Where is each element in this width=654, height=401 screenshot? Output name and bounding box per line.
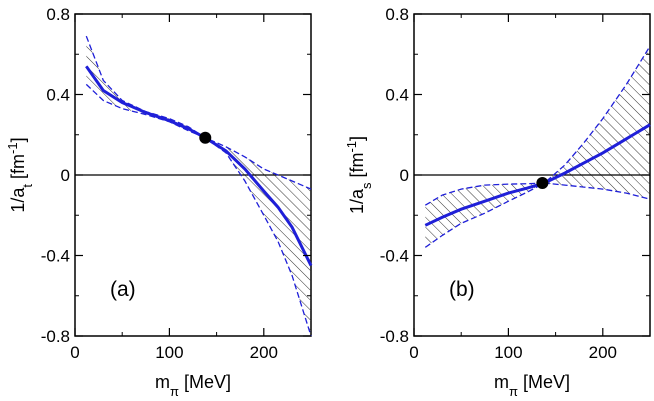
uncertainty-band (425, 46, 650, 248)
y-tick-label: 0.4 (385, 86, 409, 105)
panel-label: (b) (449, 278, 475, 301)
band-lower-line (424, 182, 651, 248)
y-tick-label: 0.8 (385, 5, 409, 24)
y-tick-label: -0.4 (380, 247, 409, 266)
x-tick-label: 100 (494, 343, 522, 362)
y-tick-label: -0.4 (41, 247, 70, 266)
physical-point-marker (199, 131, 212, 144)
x-tick-label: 200 (589, 343, 617, 362)
x-tick-label: 100 (155, 343, 183, 362)
central-line (424, 123, 651, 227)
tick-labels-group: 0 100 200 -0.8 -0.4 0 0.4 0.8 (380, 5, 617, 362)
panel-a: 0 100 200 -0.8 -0.4 0 0.4 0.8 mπ [MeV] 1/at [fm… (5, 5, 313, 399)
ticks-group (413, 13, 650, 337)
panel-label: (a) (110, 278, 136, 301)
y-tick-label: 0.4 (46, 86, 70, 105)
panel-b: 0 100 200 -0.8 -0.4 0 0.4 0.8 mπ [MeV] 1/as [fm… (344, 5, 651, 399)
y-axis-label: 1/at [fm-1] (5, 137, 35, 212)
ticks-group (74, 13, 311, 337)
x-axis-label: mπ [MeV] (494, 372, 570, 399)
band-upper-line (85, 35, 312, 190)
physical-point-marker (536, 177, 549, 190)
series-lines-group (85, 35, 313, 337)
tick-labels-group: 0 100 200 -0.8 -0.4 0 0.4 0.8 (41, 5, 278, 362)
y-tick-label: -0.8 (41, 327, 70, 346)
x-tick-label: 0 (70, 343, 79, 362)
y-tick-label: 0 (61, 166, 70, 185)
uncertainty-band-group (425, 46, 650, 248)
x-tick-label: 200 (250, 343, 278, 362)
x-tick-label: 0 (409, 343, 418, 362)
band-upper-line (424, 45, 651, 206)
y-tick-label: -0.8 (380, 327, 409, 346)
y-tick-label: 0.8 (46, 5, 70, 24)
x-axis-label: mπ [MeV] (155, 372, 231, 399)
y-tick-label: 0 (400, 166, 409, 185)
y-axis-label: 1/as [fm-1] (344, 136, 374, 214)
series-lines-group (424, 45, 651, 248)
